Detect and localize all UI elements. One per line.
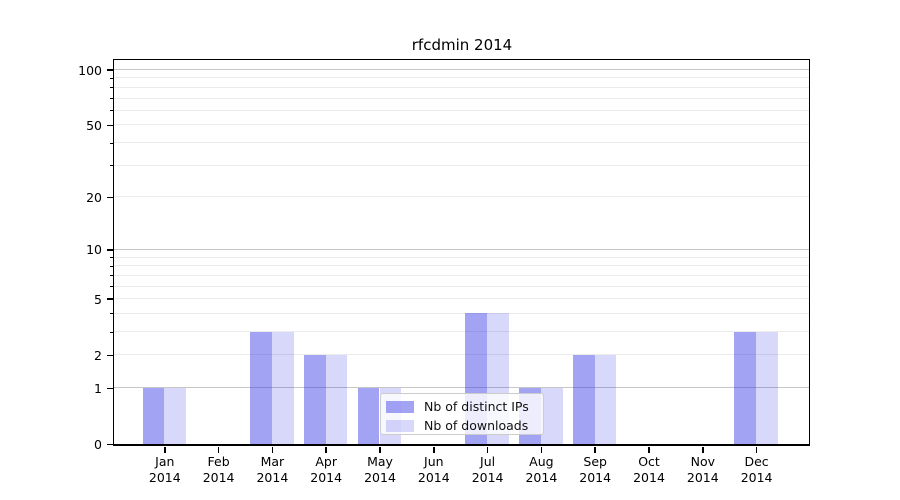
bar-distinct-ips [357, 387, 380, 444]
gridline-major [113, 248, 809, 250]
bar-distinct-ips [250, 331, 272, 444]
y-tick-label: 10 [86, 242, 102, 258]
y-tick-label: 100 [78, 62, 102, 78]
y-minor-tick [110, 196, 114, 198]
y-tick-label: 1 [94, 380, 102, 396]
x-tick-label: Nov 2014 [686, 454, 719, 485]
legend-label-downloads: Nb of downloads [424, 418, 529, 433]
y-tick [106, 443, 114, 446]
y-tick-label: 20 [86, 189, 102, 205]
x-tick-label: Feb 2014 [202, 454, 235, 485]
bar-distinct-ips [142, 387, 165, 444]
y-tick [106, 387, 114, 389]
gridline-minor [113, 196, 809, 198]
y-minor-tick [110, 257, 114, 259]
bar-downloads [271, 331, 294, 444]
gridline-major [113, 69, 809, 70]
gridline-minor [113, 109, 809, 111]
x-tick-label: Mar 2014 [256, 454, 289, 485]
bar-distinct-ips [303, 354, 326, 444]
x-tick [648, 446, 650, 453]
y-minor-tick [110, 354, 114, 356]
y-minor-tick [110, 87, 114, 89]
y-minor-tick [110, 313, 114, 315]
x-tick-label: Sep 2014 [579, 454, 612, 485]
y-minor-tick [110, 124, 114, 126]
chart-title: rfcdmin 2014 [411, 36, 513, 54]
y-minor-tick [110, 142, 114, 144]
y-tick-label: 0 [94, 437, 102, 452]
x-tick [325, 446, 327, 453]
gridline-minor [113, 285, 809, 287]
x-tick [540, 446, 543, 453]
bar-distinct-ips [734, 331, 757, 444]
x-tick [486, 446, 489, 453]
x-tick [433, 446, 435, 453]
bar-downloads [325, 354, 348, 444]
gridline-minor [113, 274, 809, 276]
gridline-minor [113, 354, 809, 356]
y-tick-label: 5 [94, 291, 102, 307]
y-minor-tick [110, 110, 114, 112]
x-tick-label: Jun 2014 [417, 454, 450, 485]
y-tick-label: 50 [86, 117, 102, 133]
legend-item-distinct-ips: Nb of distinct IPs [386, 398, 543, 415]
x-tick-label: Apr 2014 [310, 454, 343, 485]
bar-downloads [756, 331, 778, 444]
x-tick [271, 446, 274, 453]
legend-item-downloads: Nb of downloads [386, 417, 543, 434]
gridline-minor [113, 77, 809, 79]
y-minor-tick [110, 265, 114, 267]
gridline-minor [113, 86, 809, 88]
y-tick [106, 249, 114, 251]
legend-swatch-downloads [386, 419, 414, 432]
x-tick [702, 446, 704, 453]
x-tick-label: Jul 2014 [471, 454, 504, 485]
y-minor-tick [110, 286, 114, 288]
x-tick-label: Aug 2014 [525, 454, 558, 485]
bar-downloads [164, 387, 187, 444]
y-minor-tick [110, 275, 114, 277]
x-tick [755, 446, 758, 453]
gridline-minor [113, 265, 809, 267]
gridline-minor [113, 298, 809, 300]
y-minor-tick [110, 165, 114, 167]
x-tick-label: May 2014 [364, 454, 396, 485]
plot-area [112, 58, 810, 446]
x-tick [164, 446, 166, 453]
gridline-minor [113, 256, 809, 258]
gridline-minor [113, 97, 809, 99]
y-tick-label: 2 [94, 347, 102, 363]
gridline-minor [113, 312, 809, 314]
x-tick-label: Jan 2014 [148, 454, 181, 485]
gridline-minor [113, 124, 809, 126]
legend: Nb of distinct IPs Nb of downloads [380, 393, 544, 435]
y-minor-tick [110, 331, 114, 333]
y-tick [106, 69, 114, 71]
bar-downloads [594, 354, 617, 444]
gridline-minor [113, 164, 809, 166]
x-tick [217, 446, 220, 453]
x-tick [594, 446, 596, 453]
bar-downloads [540, 387, 563, 444]
gridline-major [113, 387, 809, 389]
y-minor-tick [110, 98, 114, 100]
legend-swatch-distinct-ips [386, 400, 414, 413]
gridline-minor [113, 331, 809, 332]
bar-distinct-ips [572, 354, 595, 444]
x-tick-label: Dec 2014 [740, 454, 773, 485]
y-minor-tick [110, 77, 114, 79]
gridline-minor [113, 142, 809, 144]
x-tick [379, 446, 381, 453]
legend-label-distinct-ips: Nb of distinct IPs [424, 399, 529, 414]
y-minor-tick [110, 298, 114, 300]
x-tick-label: Oct 2014 [633, 454, 665, 485]
